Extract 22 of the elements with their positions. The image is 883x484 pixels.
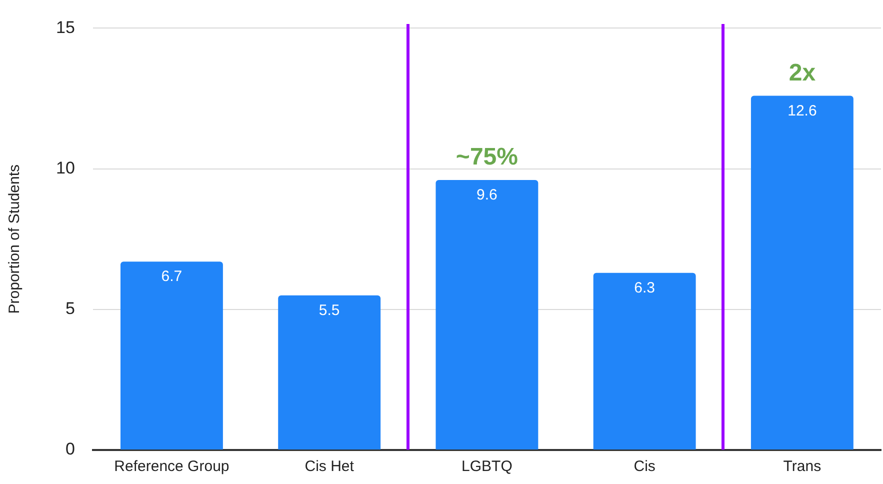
y-tick-label: 0 bbox=[65, 440, 75, 459]
bar bbox=[120, 262, 223, 450]
data-label: 6.7 bbox=[161, 268, 182, 286]
x-tick-label: Reference Group bbox=[114, 458, 230, 476]
annotation: 2x bbox=[788, 59, 816, 86]
y-tick-label: 5 bbox=[65, 299, 75, 318]
bar bbox=[436, 180, 538, 450]
x-tick-label: Cis bbox=[634, 458, 656, 476]
data-label: 9.6 bbox=[476, 186, 498, 204]
annotation: ~75% bbox=[456, 144, 518, 171]
y-tick-label: 15 bbox=[56, 18, 75, 37]
bar bbox=[593, 272, 696, 450]
y-axis-title: Proportion of Students bbox=[6, 164, 24, 314]
x-tick-label: LGBTQ bbox=[462, 458, 512, 476]
data-label: 12.6 bbox=[788, 102, 817, 120]
x-tick-label: Trans bbox=[783, 458, 822, 476]
bar bbox=[278, 295, 381, 450]
bar bbox=[750, 96, 854, 450]
data-label: 6.3 bbox=[634, 279, 655, 296]
data-label: 5.5 bbox=[318, 302, 340, 319]
x-tick-label: Cis Het bbox=[304, 458, 355, 476]
y-tick-label: 10 bbox=[56, 158, 75, 178]
